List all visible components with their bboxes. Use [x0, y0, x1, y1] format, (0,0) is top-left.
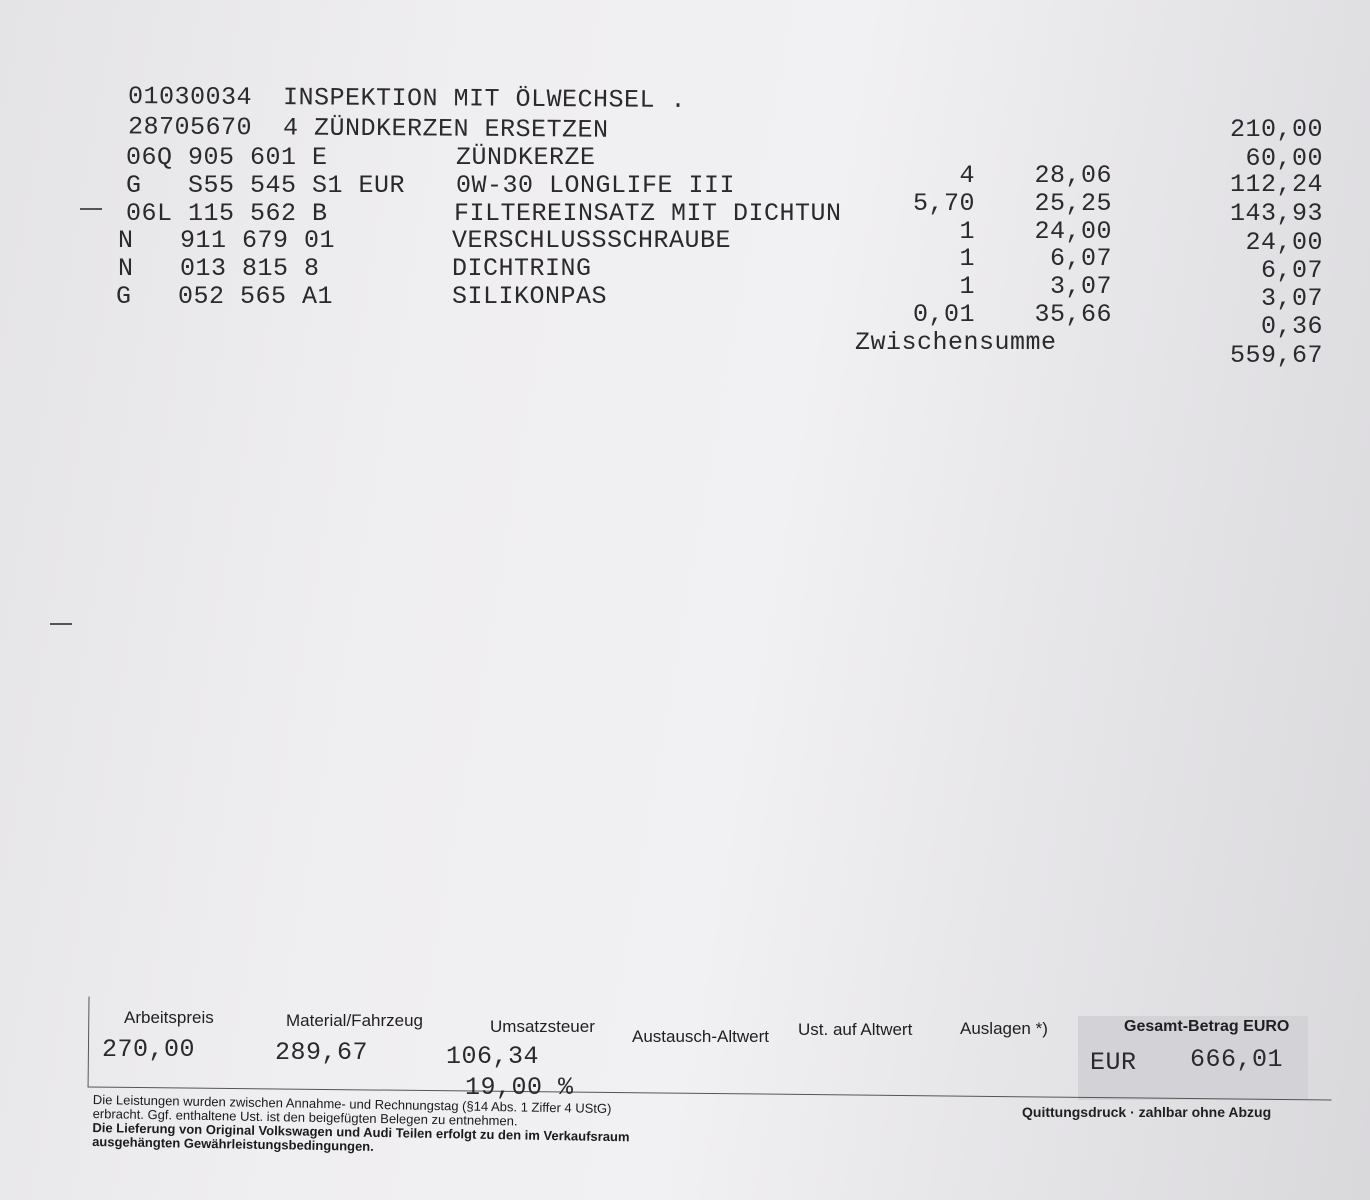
part-description: FILTEREINSATZ MIT DICHTUN — [454, 199, 842, 228]
legal-footer: Die Leistungen wurden zwischen Annahme- … — [92, 1092, 630, 1158]
part-description: ZÜNDKERZE — [456, 143, 596, 172]
unit-price: 24,00 — [1034, 217, 1112, 246]
unit-price: 28,06 — [1034, 161, 1112, 190]
part-number: N 013 815 8 — [118, 254, 320, 283]
header-umsatzsteuer: Umsatzsteuer — [490, 1017, 595, 1036]
header-ust-altwert: Ust. auf Altwert — [798, 1020, 913, 1039]
margin-mark — [80, 208, 102, 210]
part-number: N 911 679 01 — [118, 226, 336, 255]
header-auslagen: Auslagen *) — [960, 1019, 1048, 1038]
unit-price: 35,66 — [1034, 300, 1112, 329]
part-description: VERSCHLUSSSCHRAUBE — [452, 226, 732, 255]
line-amount: 60,00 — [1245, 144, 1323, 173]
quantity: 1 — [959, 217, 975, 246]
part-description: DICHTRING — [452, 254, 592, 283]
unit-price: 6,07 — [1049, 244, 1112, 273]
line-amount: 3,07 — [1260, 284, 1323, 313]
currency: EUR — [1090, 1048, 1137, 1077]
total-box — [1078, 1016, 1308, 1100]
line-amount: 143,93 — [1229, 199, 1323, 228]
header-arbeitspreis: Arbeitspreis — [124, 1008, 214, 1027]
quantity: 5,70 — [912, 189, 975, 218]
part-description: 0W-30 LONGLIFE III — [456, 171, 736, 200]
ust-value: 106,34 — [446, 1042, 540, 1071]
quantity: 1 — [959, 244, 975, 273]
unit-price: 25,25 — [1034, 189, 1112, 218]
part-number: 06L 115 562 B — [126, 199, 328, 228]
part-number: 06Q 905 601 E — [126, 143, 328, 172]
subtotal-label: Zwischensumme — [855, 328, 1057, 357]
total-value: 666,01 — [1190, 1045, 1284, 1074]
service-line: 01030034 INSPEKTION MIT ÖLWECHSEL . — [127, 82, 687, 115]
part-description: SILIKONPAS — [452, 282, 608, 311]
line-amount: 112,24 — [1229, 170, 1323, 199]
part-number: G S55 545 S1 EUR — [126, 171, 406, 200]
quantity: 0,01 — [912, 300, 975, 329]
arbeitspreis-value: 270,00 — [102, 1035, 196, 1064]
ust-rate: 19,00 % — [465, 1073, 574, 1102]
receipt-note: Quittungsdruck · zahlbar ohne Abzug — [1022, 1104, 1272, 1120]
line-amount: 6,07 — [1260, 256, 1323, 285]
header-material: Material/Fahrzeug — [286, 1011, 424, 1030]
material-value: 289,67 — [275, 1038, 369, 1067]
line-amount: 0,36 — [1260, 312, 1323, 341]
line-amount: 24,00 — [1245, 228, 1323, 257]
quantity: 1 — [959, 272, 975, 301]
line-amount: 559,67 — [1229, 341, 1323, 370]
header-gesamt: Gesamt-Betrag EURO — [1124, 1018, 1290, 1035]
line-amount: 210,00 — [1229, 115, 1323, 144]
unit-price: 3,07 — [1049, 272, 1112, 301]
margin-mark — [50, 623, 72, 625]
part-number: G 052 565 A1 — [116, 282, 334, 311]
header-austausch: Austausch-Altwert — [632, 1027, 769, 1046]
quantity: 4 — [959, 161, 975, 190]
